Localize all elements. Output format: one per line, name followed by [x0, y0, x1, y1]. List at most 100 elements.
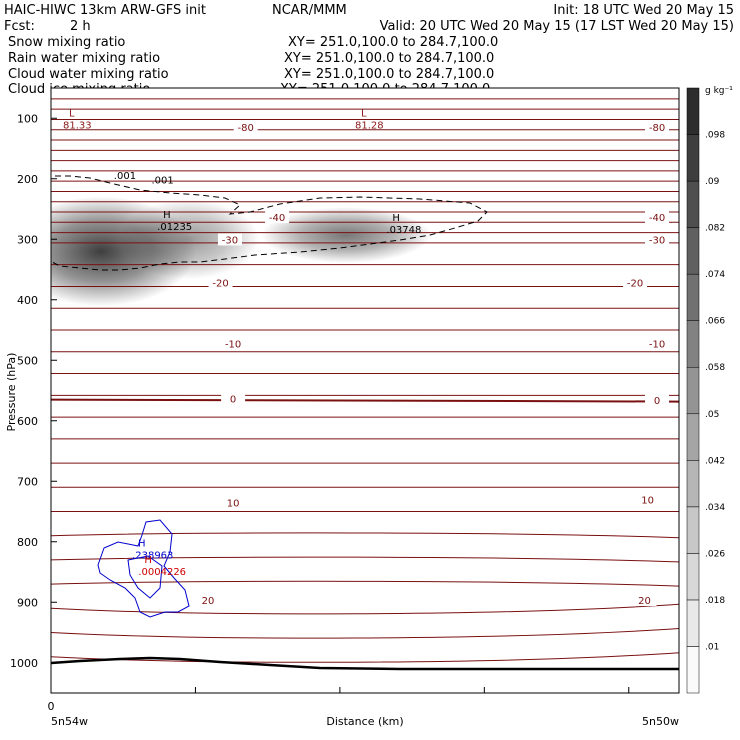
cloud-water-inner-contour: [127, 555, 163, 599]
isotherm-label-bg: [635, 493, 660, 506]
extremum-marker: L: [69, 108, 75, 119]
ice-contour-label: .001: [151, 176, 173, 187]
colorbar-segment: [686, 87, 700, 135]
isotherm-label: -40: [649, 213, 665, 224]
y-axis-label: Pressure (hPa): [5, 353, 18, 432]
colorbar-segment: [686, 413, 700, 461]
cloud-ice-contour: [51, 175, 488, 271]
extremum-value: .238963: [132, 551, 173, 562]
isotherm-label-bg: [196, 594, 220, 607]
isotherm-line: [51, 580, 679, 587]
isotherm-label: 20: [202, 596, 215, 607]
extremum-value: .03748: [386, 225, 421, 236]
isotherm-label: 10: [641, 496, 654, 507]
colorbar-label: .018: [705, 596, 725, 606]
colorbar-label: .09: [705, 177, 720, 187]
extremum-marker: L: [361, 108, 367, 119]
isotherm-label-bg: [632, 594, 657, 607]
isotherm-label: 0: [654, 396, 660, 407]
field-name-rain: Rain water mixing ratio: [8, 51, 160, 66]
isotherm-label-bg: [221, 337, 246, 350]
x-tick-label-0: 0: [48, 700, 55, 713]
isotherm-label-bg: [623, 276, 648, 289]
extremum-marker: H: [138, 539, 146, 550]
isotherm-label: -80: [238, 123, 254, 134]
ground-line: [50, 656, 679, 671]
colorbar-segment: [686, 134, 700, 182]
isotherm-label: -10: [649, 340, 665, 351]
plot-area: [51, 88, 679, 693]
isotherm-line: [51, 556, 679, 563]
colorbar-segment: [686, 460, 700, 508]
colorbar-segment: [686, 366, 700, 415]
y-tick-label: 900: [17, 596, 38, 609]
colorbar-unit: g kg⁻¹: [705, 86, 733, 96]
valid-time: Valid: 20 UTC Wed 20 May 15 (17 LST Wed …: [380, 19, 734, 34]
isotherm-label-bg: [208, 276, 233, 289]
x-axis: [50, 687, 630, 693]
init-time: Init: 18 UTC Wed 20 May 15: [553, 3, 734, 18]
extremum-value: 81.28: [355, 120, 384, 131]
isotherm-label-bg: [645, 120, 670, 133]
y-tick-label: 800: [17, 536, 38, 549]
isotherm-label-bg: [233, 120, 258, 133]
colorbar-segment: [686, 180, 700, 228]
colorbar-segment: [686, 553, 700, 601]
colorbar: .01 .018 .026 .034 .042 .05 .058 .066 .074 .082 .0…: [686, 87, 725, 694]
colorbar-label: .026: [705, 549, 725, 559]
x-start-label: 5n54w: [51, 715, 88, 728]
isotherm-label-bg: [221, 496, 246, 509]
isotherm-label: 10: [227, 499, 240, 510]
y-tick-label: 1000: [10, 657, 38, 670]
extremum-marker: H: [144, 555, 152, 566]
colorbar-segment: [686, 506, 700, 554]
colorbar-label: .042: [705, 456, 725, 466]
extremum-marker: H: [392, 213, 400, 224]
colorbar-segment: [686, 227, 700, 275]
isotherm-label-bg: [217, 233, 242, 246]
y-tick-label: 700: [17, 475, 38, 488]
colorbar-label: .074: [705, 270, 725, 280]
isotherm-line: [51, 603, 679, 615]
colorbar-segment: [686, 599, 700, 647]
y-tick-label: 100: [17, 112, 38, 125]
isotherm-labels: -80 -80 -40 -40 -30 -30 -20 -20 -10 -10 0 0 10 10 20 20: [196, 120, 670, 607]
isotherm-label-bg: [645, 337, 670, 350]
colorbar-label: .066: [705, 317, 725, 327]
x-axis-label: Distance (km): [326, 715, 403, 728]
colorbar-label: .058: [705, 363, 725, 373]
isotherm-label: -20: [212, 278, 228, 289]
snow-maximum: [261, 207, 432, 264]
isotherm-label-bg: [265, 211, 290, 224]
isotherm-label-bg: [645, 211, 670, 224]
isotherm-label-bg: [645, 393, 670, 406]
y-tick-label: 400: [17, 294, 38, 307]
colorbar-label: .01: [705, 642, 719, 652]
isotherm-line: [51, 532, 679, 539]
y-axis: 100 200 300 400 500 600 700 800 900 1000: [10, 112, 57, 670]
colorbar-segment: [686, 320, 700, 368]
extremum-value: 81.33: [63, 120, 92, 131]
isotherm-label: -20: [627, 278, 643, 289]
x-end-label: 5n50w: [642, 715, 679, 728]
extremum-value: .01235: [157, 222, 192, 233]
isotherm-label: -10: [225, 340, 241, 351]
colorbar-label: .034: [705, 503, 725, 513]
colorbar-segment: [686, 646, 700, 694]
y-tick-label: 300: [17, 233, 38, 246]
y-tick-label: 200: [17, 173, 38, 186]
ice-contour-label: .001: [114, 171, 136, 182]
isotherm-label: -80: [649, 123, 665, 134]
extrema-labels: L81.33L81.28H.01235H.03748H.238963H.0004…: [63, 108, 421, 577]
chart-title: HAIC-HIWC 13km ARW-GFS init: [4, 3, 206, 18]
isotherm-label: -40: [269, 213, 285, 224]
colorbar-label: .05: [705, 410, 719, 420]
freezing-level-line: [51, 398, 679, 403]
field-xy-rain: XY= 251.0,100.0 to 284.7,100.0: [284, 51, 494, 66]
extremum-value: .0004226: [138, 567, 186, 578]
colorbar-label: .098: [705, 131, 725, 141]
y-tick-label: 600: [17, 415, 38, 428]
field-xy-snow: XY= 251.0,100.0 to 284.7,100.0: [288, 35, 498, 50]
colorbar-segment: [686, 273, 700, 321]
